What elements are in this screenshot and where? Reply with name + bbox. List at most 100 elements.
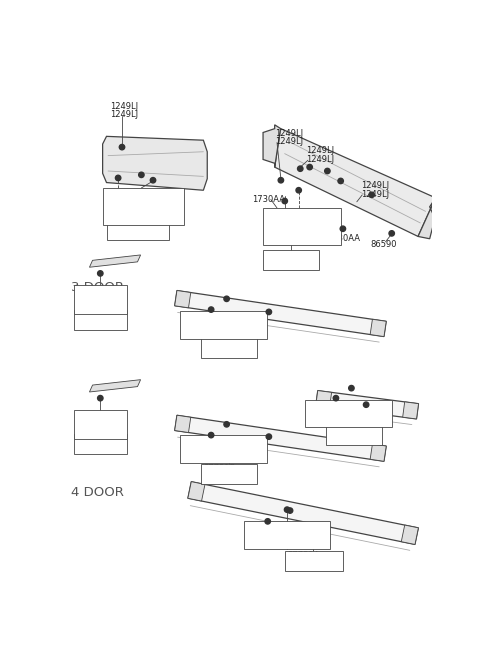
Circle shape: [363, 402, 369, 407]
Text: 1249LJ  87786: 1249LJ 87786: [265, 222, 325, 231]
Text: 1243AE  87701B: 1243AE 87701B: [182, 314, 252, 322]
Bar: [74, 434, 127, 455]
Bar: [74, 310, 127, 329]
Circle shape: [265, 519, 270, 524]
Circle shape: [97, 396, 103, 401]
Circle shape: [150, 178, 156, 183]
Text: 87711: 87711: [76, 435, 103, 444]
Circle shape: [298, 166, 303, 172]
Text: 87770A: 87770A: [182, 328, 223, 337]
Bar: [74, 285, 127, 314]
Polygon shape: [103, 136, 207, 190]
Circle shape: [266, 434, 272, 440]
Text: 87751B: 87751B: [328, 426, 360, 435]
Bar: [201, 338, 257, 358]
Text: 87751: 87751: [109, 220, 135, 229]
Polygon shape: [175, 291, 386, 337]
Text: 1243AE: 1243AE: [76, 288, 108, 297]
Circle shape: [333, 396, 338, 401]
Circle shape: [296, 187, 301, 193]
Text: 1249LJ  87786: 1249LJ 87786: [105, 202, 165, 211]
Text: 1730AA: 1730AA: [252, 195, 285, 204]
Circle shape: [208, 432, 214, 438]
Text: 87711: 87711: [76, 310, 103, 319]
Text: 87712: 87712: [76, 445, 103, 454]
Polygon shape: [316, 390, 332, 407]
Text: 1249LJ: 1249LJ: [276, 138, 303, 146]
Text: 1730AA: 1730AA: [105, 189, 138, 198]
Polygon shape: [401, 525, 419, 544]
Circle shape: [266, 309, 272, 314]
Text: 87756F: 87756F: [76, 427, 108, 436]
Text: 87761C: 87761C: [265, 251, 298, 260]
Circle shape: [307, 164, 312, 170]
Bar: [103, 188, 184, 225]
Polygon shape: [89, 255, 141, 267]
Text: 1249LJ: 1249LJ: [360, 181, 389, 190]
Text: 87722B: 87722B: [204, 474, 236, 483]
Circle shape: [224, 296, 229, 301]
Bar: [180, 311, 267, 339]
Text: 87770A: 87770A: [307, 416, 348, 425]
Circle shape: [115, 176, 121, 181]
Text: 1243AE: 1243AE: [76, 413, 108, 422]
Text: 1243AE  87701B: 1243AE 87701B: [307, 402, 377, 411]
Polygon shape: [370, 319, 386, 337]
Text: 1249LJ: 1249LJ: [110, 110, 139, 119]
Circle shape: [340, 226, 346, 231]
Polygon shape: [263, 125, 280, 167]
Text: 1249LJ: 1249LJ: [306, 155, 335, 164]
Text: 87722B: 87722B: [204, 348, 236, 358]
Circle shape: [139, 172, 144, 178]
Polygon shape: [175, 291, 191, 308]
Bar: [263, 250, 319, 271]
Text: 87752A: 87752A: [109, 230, 141, 239]
Circle shape: [282, 198, 288, 204]
Text: 1243AE  87701B: 1243AE 87701B: [247, 524, 317, 533]
Circle shape: [389, 231, 395, 236]
Text: 87732B: 87732B: [287, 561, 320, 570]
Text: 1249LJ: 1249LJ: [265, 234, 293, 243]
Circle shape: [278, 178, 284, 183]
Circle shape: [120, 145, 125, 150]
Text: 1249LJ: 1249LJ: [105, 214, 133, 223]
Text: 87721B: 87721B: [204, 464, 236, 473]
Polygon shape: [403, 402, 419, 419]
Text: 1249LJ: 1249LJ: [360, 189, 389, 198]
Text: 87752: 87752: [328, 436, 355, 445]
Polygon shape: [175, 415, 191, 432]
Bar: [326, 425, 382, 445]
Text: 87770A: 87770A: [247, 538, 287, 547]
Bar: [285, 551, 343, 571]
Bar: [201, 464, 257, 483]
Circle shape: [97, 271, 103, 276]
Text: 1730AA: 1730AA: [327, 234, 360, 243]
Circle shape: [348, 385, 354, 391]
Polygon shape: [275, 128, 435, 236]
Text: 1249LJ: 1249LJ: [110, 102, 139, 111]
Polygon shape: [175, 415, 386, 461]
Polygon shape: [188, 481, 205, 501]
Text: 1243AE  87701B: 1243AE 87701B: [182, 438, 252, 447]
Bar: [244, 521, 330, 549]
Bar: [305, 400, 392, 428]
Bar: [263, 208, 340, 245]
Text: 86590: 86590: [370, 240, 396, 249]
Polygon shape: [316, 390, 419, 419]
Text: 1249LJ: 1249LJ: [276, 129, 303, 138]
Text: 87770A: 87770A: [182, 451, 223, 460]
Text: 1249LJ: 1249LJ: [306, 147, 335, 155]
Circle shape: [288, 508, 293, 514]
Circle shape: [224, 422, 229, 427]
Polygon shape: [370, 444, 386, 461]
Text: 4 DOOR: 4 DOOR: [71, 485, 124, 498]
Text: 87762: 87762: [265, 261, 292, 270]
Text: 87721B: 87721B: [204, 339, 236, 348]
Polygon shape: [188, 481, 419, 544]
Polygon shape: [89, 380, 141, 392]
Text: 87712: 87712: [76, 320, 103, 329]
Text: 3 DOOR: 3 DOOR: [71, 282, 124, 294]
Circle shape: [338, 178, 343, 183]
Text: 1730AA: 1730AA: [265, 210, 299, 219]
Bar: [74, 409, 127, 439]
